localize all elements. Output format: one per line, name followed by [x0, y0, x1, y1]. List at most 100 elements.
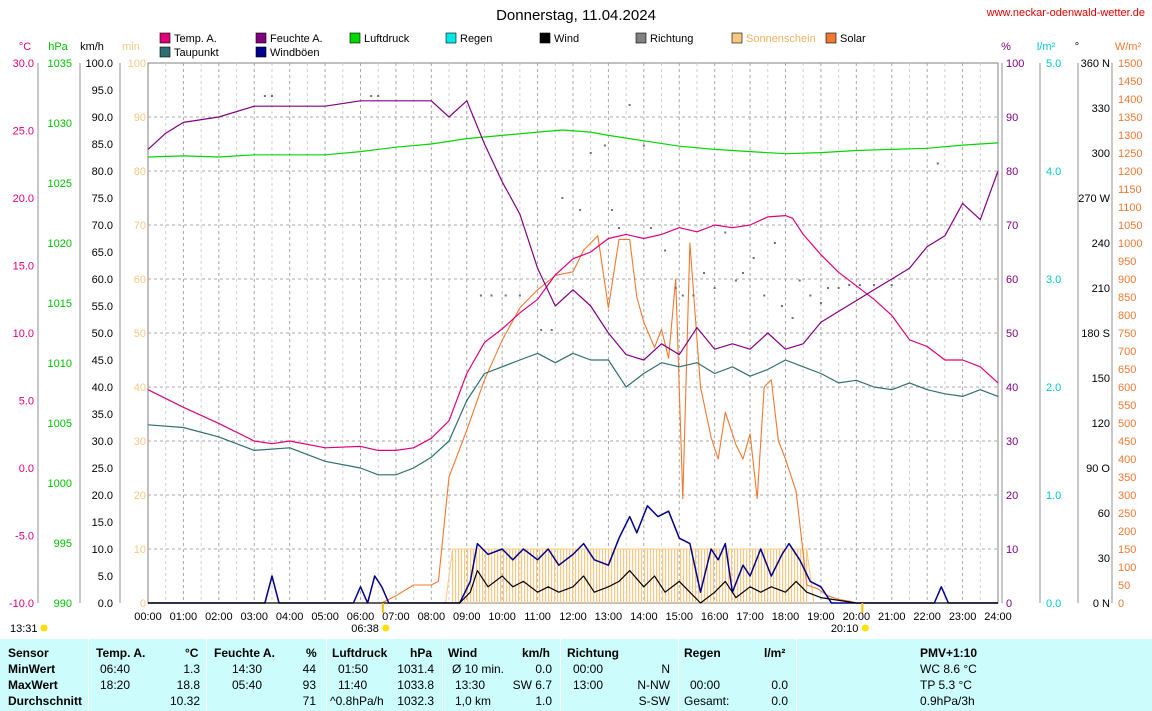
- stats-header-richtung: Richtung: [567, 646, 619, 660]
- direction-point: [664, 249, 667, 252]
- axis-tick-label: 90.0: [92, 112, 113, 124]
- stats-wind-time: 13:30: [455, 678, 486, 692]
- axis-tick-label: 90: [1006, 112, 1018, 124]
- stats-feuchte-time: 14:30: [232, 662, 263, 676]
- direction-point: [479, 294, 482, 297]
- axis-tick-label: 45.0: [92, 355, 113, 367]
- axis-tick-label: 0 N: [1093, 598, 1110, 610]
- direction-point: [628, 104, 631, 106]
- axis-tick-label: 1.0: [1046, 490, 1061, 502]
- axis-tick-label: 10.0: [13, 328, 34, 340]
- stats-luftdruck-value: 1031.4: [397, 662, 434, 676]
- x-tick-label: 05:00: [311, 611, 339, 623]
- axis-tick-label: 55.0: [92, 301, 113, 313]
- direction-point: [827, 287, 829, 289]
- axis-tick-label: 10: [1006, 544, 1018, 556]
- axis-tick-label: 50: [1006, 328, 1018, 340]
- direction-point: [780, 305, 783, 307]
- stats-temp-time: 18:20: [100, 678, 131, 692]
- stats-wind-time: Ø 10 min.: [452, 662, 505, 676]
- stats-richtung-value: N: [661, 662, 670, 676]
- axis-tick-label: 50: [1118, 580, 1130, 592]
- axis-tick-label: 0: [1118, 598, 1124, 610]
- axis-tick-label: 450: [1118, 436, 1136, 448]
- direction-point: [713, 287, 716, 289]
- x-tick-label: 10:00: [488, 611, 516, 623]
- direction-point: [742, 272, 744, 274]
- axis-tick-label: 100: [128, 58, 146, 70]
- axis-tick-label: 15.0: [13, 261, 34, 273]
- axis-tick-label: 10: [134, 544, 146, 556]
- stats-wind-value: SW 6.7: [512, 678, 552, 692]
- axis-tick-label: 200: [1118, 526, 1136, 538]
- axis-tick-label: 1005: [48, 418, 72, 430]
- stats-feuchte-value: 71: [302, 694, 316, 708]
- axis-tick-label: 30: [1098, 553, 1110, 565]
- stats-header-regen-unit: l/m²: [764, 646, 786, 660]
- axis-tick-label: 180 S: [1081, 328, 1110, 340]
- direction-point: [752, 257, 755, 259]
- axis-tick-label: 210: [1092, 283, 1110, 295]
- series-line-temp: [147, 215, 999, 451]
- direction-point: [848, 284, 851, 286]
- direction-point: [798, 279, 801, 282]
- legend-swatch: [159, 46, 171, 58]
- direction-point: [763, 294, 766, 297]
- axis-tick-label: 1035: [48, 58, 72, 70]
- legend-label: Feuchte A.: [270, 33, 323, 45]
- stats-wind-time: 1,0 km: [455, 694, 492, 708]
- stats-row-label: MinWert: [8, 662, 56, 676]
- direction-point: [540, 329, 543, 331]
- stats-wind-value: 0.0: [535, 662, 552, 676]
- series-line-luftdruck: [147, 129, 999, 158]
- axis-unit-label: °: [1075, 41, 1079, 53]
- axis-tick-label: 1300: [1118, 130, 1142, 142]
- axis-tick-label: 990: [54, 598, 72, 610]
- direction-point: [724, 231, 727, 234]
- axis-tick-label: 330: [1092, 103, 1110, 115]
- x-tick-label: 01:00: [170, 611, 198, 623]
- stats-header-luftdruck: Luftdruck: [332, 646, 388, 660]
- stats-table: Sensor Temp. A. °C Feuchte A. % Luftdruc…: [0, 639, 1152, 711]
- axis-tick-label: 650: [1118, 364, 1136, 376]
- sun-icon: [382, 624, 390, 632]
- axis-tick-label: 30.0: [92, 436, 113, 448]
- axis-tick-label: 400: [1118, 454, 1136, 466]
- axis-tick-label: 20.0: [13, 193, 34, 205]
- axis-tick-label: 4.0: [1046, 166, 1061, 178]
- legend-label: Regen: [460, 33, 492, 45]
- axis-tick-label: 150: [1092, 373, 1110, 385]
- axis-tick-label: 300: [1118, 490, 1136, 502]
- stats-luftdruck-time: ^0.8hPa/h: [330, 694, 384, 708]
- axis-tick-label: 1150: [1118, 184, 1142, 196]
- axis-tick-label: 25.0: [13, 126, 34, 138]
- direction-point: [936, 162, 939, 165]
- stats-pmv-value: TP 5.3 °C: [920, 678, 972, 692]
- legend-label: Taupunkt: [174, 47, 219, 59]
- stats-pmv-value: WC 8.6 °C: [920, 662, 977, 676]
- axis-tick-label: 60: [134, 274, 146, 286]
- series-line-solar: [381, 235, 860, 604]
- axis-tick-label: 750: [1118, 328, 1136, 340]
- sun-icon: [861, 624, 869, 632]
- axis-tick-label: 50.0: [92, 328, 113, 340]
- axis-tick-label: 70.0: [92, 220, 113, 232]
- x-tick-label: 11:00: [524, 611, 551, 623]
- axis-tick-label: 25.0: [92, 463, 113, 475]
- stats-richtung-value: S-SW: [638, 694, 670, 708]
- axis-tick-label: 60.0: [92, 274, 113, 286]
- direction-point: [263, 95, 266, 97]
- x-tick-label: 17:00: [736, 611, 764, 623]
- axis-tick-label: 20: [1006, 490, 1018, 502]
- moon-icon: [40, 624, 48, 632]
- legend-swatch: [731, 32, 743, 44]
- direction-point: [589, 152, 592, 154]
- direction-point: [270, 95, 273, 97]
- axis-tick-label: 150: [1118, 544, 1136, 556]
- stats-temp-value: 1.3: [183, 662, 200, 676]
- axis-tick-label: 120: [1092, 418, 1110, 430]
- legend-swatch: [255, 32, 267, 44]
- legend-swatch: [445, 32, 457, 44]
- axis-tick-label: 75.0: [92, 193, 113, 205]
- site-url: www.neckar-odenwald-wetter.de: [986, 7, 1145, 19]
